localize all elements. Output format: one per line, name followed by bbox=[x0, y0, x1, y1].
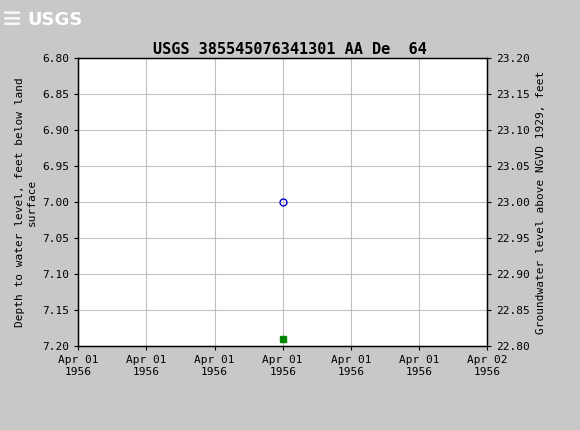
Y-axis label: Depth to water level, feet below land
surface: Depth to water level, feet below land su… bbox=[15, 77, 37, 327]
Text: USGS 385545076341301 AA De  64: USGS 385545076341301 AA De 64 bbox=[153, 42, 427, 57]
Text: USGS: USGS bbox=[28, 11, 83, 29]
Y-axis label: Groundwater level above NGVD 1929, feet: Groundwater level above NGVD 1929, feet bbox=[535, 71, 546, 334]
Text: ≡: ≡ bbox=[3, 6, 21, 34]
